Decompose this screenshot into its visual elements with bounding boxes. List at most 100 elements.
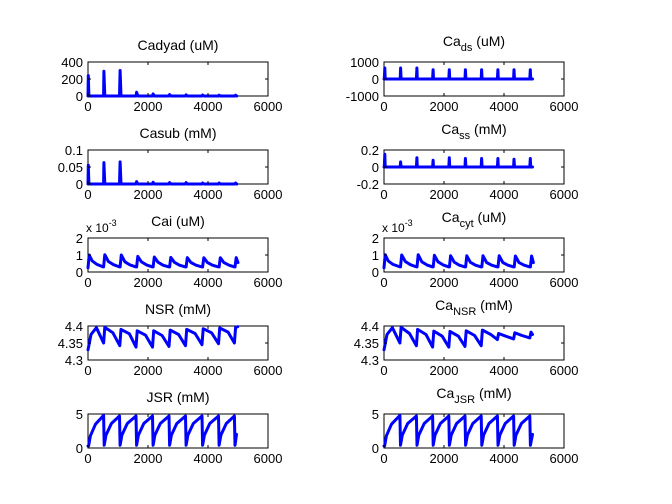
x-tick-label: 0	[84, 363, 91, 378]
data-line	[382, 66, 534, 81]
x-tick-label: 2000	[430, 187, 459, 202]
x-tick-label: 6000	[254, 99, 283, 114]
subplot-title: Cadyad (uM)	[138, 37, 219, 53]
y-tick-label: 5	[372, 407, 379, 422]
subplot-7: 0 2000 4000 6000 4.3 4.35 4.4 NSR (mM)	[58, 301, 283, 378]
x-tick-label: 4000	[490, 99, 519, 114]
y-tick-label: 400	[61, 55, 83, 70]
x-tick-label: 6000	[550, 275, 579, 290]
x-tick-label: 4000	[194, 275, 223, 290]
y-tick-label: 2	[76, 231, 83, 246]
x-tick-label: 0	[380, 451, 387, 466]
x-tick-label: 4000	[490, 451, 519, 466]
subplot-8: 0 2000 4000 6000 4.3 4.35 4.4 CaNSR (mM)	[354, 297, 579, 378]
y-tick-label: 1	[76, 248, 83, 263]
axes-box	[87, 149, 269, 185]
y-tick-label: 4.35	[58, 336, 83, 351]
x-tick-label: 4000	[194, 451, 223, 466]
x-tick-label: 4000	[194, 187, 223, 202]
x-tick-label: 0	[84, 451, 91, 466]
data-line	[382, 152, 534, 169]
y-tick-label: 5	[76, 407, 83, 422]
x-tick-label: 6000	[254, 275, 283, 290]
data-line	[86, 160, 239, 186]
subplot-title: Cads (uM)	[443, 33, 505, 54]
y-tick-label: 0	[372, 72, 379, 87]
x-tick-label: 2000	[134, 275, 163, 290]
x-tick-label: 2000	[134, 451, 163, 466]
y-tick-label: 0.1	[65, 143, 83, 158]
x-tick-label: 4000	[194, 363, 223, 378]
x-tick-label: 2000	[134, 363, 163, 378]
y-tick-label: 0	[372, 265, 379, 280]
data-line	[382, 413, 534, 448]
x-tick-label: 0	[380, 187, 387, 202]
data-line	[86, 69, 239, 98]
y-tick-label: 4.4	[65, 319, 83, 334]
x-tick-label: 2000	[134, 187, 163, 202]
axes-box	[383, 237, 565, 273]
x-tick-label: 6000	[254, 451, 283, 466]
x-tick-label: 6000	[550, 363, 579, 378]
axes-box	[87, 61, 269, 97]
x-tick-label: 2000	[430, 275, 459, 290]
data-line	[382, 253, 535, 270]
x-tick-label: 6000	[254, 363, 283, 378]
y-tick-label: 0	[76, 441, 83, 456]
x-tick-label: 4000	[490, 187, 519, 202]
data-line	[382, 325, 534, 352]
subplot-title: Casub (mM)	[139, 125, 216, 141]
y-tick-label: 0.05	[58, 160, 83, 175]
y-tick-label: 0	[76, 89, 83, 104]
axes-box	[87, 413, 269, 449]
subplot-10: 0 2000 4000 6000 0 5 CaJSR (mM)	[372, 385, 579, 466]
x-tick-label: 0	[84, 99, 91, 114]
y-tick-label: 0	[372, 160, 379, 175]
subplot-title: Cai (uM)	[151, 213, 205, 229]
y-tick-label: 2	[372, 231, 379, 246]
x-tick-label: 4000	[194, 99, 223, 114]
subplot-9: 0 2000 4000 6000 0 5 JSR (mM)	[76, 389, 283, 466]
x-tick-label: 6000	[254, 187, 283, 202]
x-tick-label: 4000	[490, 275, 519, 290]
subplot-title: CaNSR (mM)	[435, 297, 513, 318]
subplot-title: Cacyt (uM)	[442, 209, 507, 230]
data-line	[86, 253, 240, 270]
y-tick-label: 4.3	[65, 353, 83, 368]
y-tick-label: -0.2	[357, 177, 379, 192]
y-tick-label: 4.3	[361, 353, 379, 368]
x-tick-label: 0	[84, 275, 91, 290]
exponent-label: x 10-3	[86, 218, 117, 235]
x-tick-label: 2000	[134, 99, 163, 114]
axes-box	[87, 325, 269, 361]
subplot-title: JSR (mM)	[147, 389, 210, 405]
axes-box	[87, 237, 269, 273]
subplot-title: NSR (mM)	[145, 301, 211, 317]
y-tick-label: 0	[76, 265, 83, 280]
y-tick-label: 1000	[350, 55, 379, 70]
y-tick-label: 0.2	[361, 143, 379, 158]
exponent-label: x 10-3	[382, 218, 413, 235]
x-tick-label: 0	[84, 187, 91, 202]
y-tick-label: 200	[61, 72, 83, 87]
data-line	[86, 413, 238, 448]
y-tick-label: 4.35	[354, 336, 379, 351]
y-tick-label: 1	[372, 248, 379, 263]
y-tick-label: -1000	[346, 89, 379, 104]
x-tick-label: 6000	[550, 187, 579, 202]
x-tick-label: 6000	[550, 99, 579, 114]
subplot-title: CaJSR (mM)	[436, 385, 511, 406]
subplot-title: Cass (mM)	[441, 121, 506, 142]
x-tick-label: 4000	[490, 363, 519, 378]
y-tick-label: 4.4	[361, 319, 379, 334]
x-tick-label: 0	[380, 99, 387, 114]
x-tick-label: 2000	[430, 99, 459, 114]
x-tick-label: 0	[380, 363, 387, 378]
